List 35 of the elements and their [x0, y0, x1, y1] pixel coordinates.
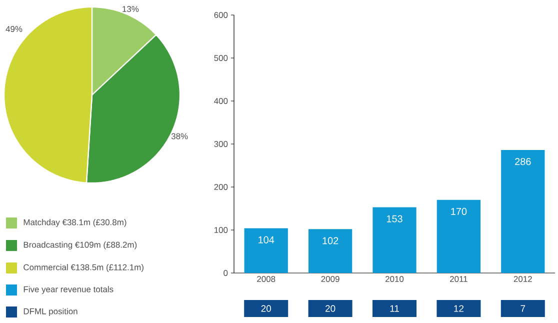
text: 11: [390, 305, 399, 312]
legend-label: Commercial €138.5m (£112.1m): [24, 264, 144, 272]
data-label: 153: [386, 215, 402, 222]
y-tick-label: 300: [214, 141, 228, 147]
data-label: 104: [258, 236, 274, 244]
y-tick-label: 200: [214, 184, 228, 190]
bar: [501, 150, 545, 273]
data-label: 13%: [122, 6, 139, 12]
bar: [372, 207, 416, 273]
data-label: 49%: [6, 26, 22, 32]
legend-label: Matchday €38.1m (£30.8m): [24, 219, 126, 227]
text: 12: [454, 305, 464, 312]
y-tick-label: 600: [214, 12, 228, 18]
y-tick-label: 0: [224, 270, 228, 276]
x-tick-label: 2008: [257, 276, 276, 282]
legend-label: Five year revenue totals: [24, 286, 114, 294]
y-tick-label: 500: [214, 55, 228, 61]
data-label: 286: [515, 158, 531, 166]
bar: [308, 229, 352, 273]
x-tick-label: 2010: [386, 276, 404, 282]
bar: [436, 200, 481, 273]
text: DFML position: [24, 308, 78, 316]
x-tick-label: 2012: [514, 276, 532, 282]
text: 20: [326, 305, 336, 312]
x-tick-label: 2009: [321, 276, 340, 282]
data-label: 102: [322, 237, 338, 244]
y-tick-label: 100: [214, 227, 228, 233]
text: 20: [261, 305, 271, 312]
legend-label: Broadcasting €109m (£88.2m): [24, 242, 137, 250]
data-label: 38%: [171, 133, 188, 140]
x-tick-label: 2011: [450, 276, 468, 282]
text: 7: [520, 305, 526, 312]
bar: [244, 228, 288, 273]
data-label: 170: [451, 208, 467, 215]
y-tick-label: 400: [214, 98, 228, 104]
